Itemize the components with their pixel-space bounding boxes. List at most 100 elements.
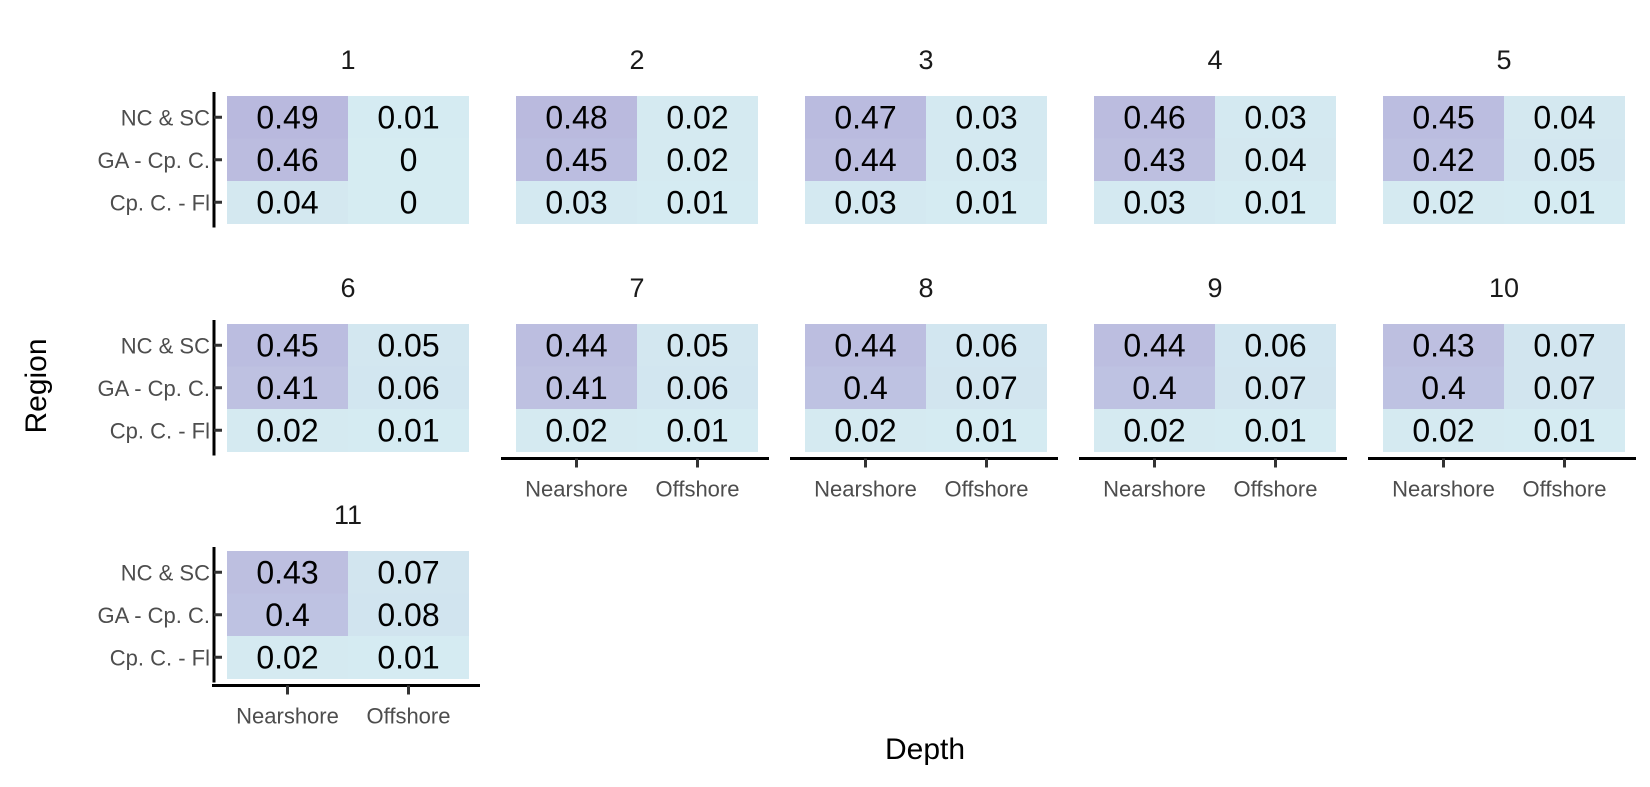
facet-label: 6 xyxy=(340,273,355,303)
cell-value-label: 0 xyxy=(400,184,418,220)
heatmap-tile xyxy=(1383,409,1504,452)
heatmap-tile xyxy=(1504,366,1625,410)
y-tick-label: NC & SC xyxy=(121,560,210,585)
x-tick-label: Offshore xyxy=(656,477,740,502)
cell-value-label: 0.02 xyxy=(1123,412,1185,448)
x-tick-label: Nearshore xyxy=(525,477,628,502)
cell-value-label: 0.44 xyxy=(1123,327,1185,363)
facet-panel: 6 0.45 0.05 0.41 0.06 0.02 0.01 NC & SC GA - Cp.… xyxy=(98,273,469,456)
heatmap-tile xyxy=(1383,324,1504,367)
heatmap-tile xyxy=(1215,366,1336,410)
cell-value-label: 0.01 xyxy=(955,184,1017,220)
cell-value-label: 0.4 xyxy=(843,370,887,406)
x-tick-label: Nearshore xyxy=(1103,477,1206,502)
heatmap-tile xyxy=(1094,181,1215,224)
facet-panel: 2 0.48 0.02 0.45 0.02 0.03 0.01 xyxy=(516,45,758,224)
y-tick-label: Cp. C. - Fl xyxy=(110,645,210,670)
heatmap-tile xyxy=(348,96,469,139)
heatmap-tile xyxy=(1504,96,1625,139)
cell-value-label: 0.01 xyxy=(1533,184,1595,220)
cell-value-label: 0.42 xyxy=(1412,142,1474,178)
facet-panel: 7 0.44 0.05 0.41 0.06 0.02 0.01 Nearshore Offsho… xyxy=(501,273,769,502)
heatmap-tile xyxy=(1383,366,1504,410)
heatmap-tile xyxy=(805,324,926,367)
heatmap-tile xyxy=(926,324,1047,367)
cell-value-label: 0.07 xyxy=(1533,370,1595,406)
heatmap-tile xyxy=(1504,138,1625,182)
heatmap-tile xyxy=(926,366,1047,410)
facet-panel: 3 0.47 0.03 0.44 0.03 0.03 0.01 xyxy=(805,45,1047,224)
cell-value-label: 0.01 xyxy=(666,184,728,220)
facet-panel: 11 0.43 0.07 0.4 0.08 0.02 0.01 NC & SC GA - Cp.… xyxy=(98,500,480,729)
heatmap-tile xyxy=(1504,409,1625,452)
cell-value-label: 0.04 xyxy=(1244,142,1306,178)
heatmap-tile xyxy=(1504,181,1625,224)
cell-value-label: 0.03 xyxy=(545,184,607,220)
x-tick-label: Offshore xyxy=(1234,477,1318,502)
heatmap-tile xyxy=(1094,409,1215,452)
cell-value-label: 0.01 xyxy=(666,412,728,448)
cell-value-label: 0.44 xyxy=(834,142,896,178)
heatmap-tile xyxy=(1215,181,1336,224)
cell-value-label: 0.4 xyxy=(1132,370,1176,406)
facet-panel: 8 0.44 0.06 0.4 0.07 0.02 0.01 Nearshore Offshor… xyxy=(790,273,1058,502)
cell-value-label: 0.48 xyxy=(545,99,607,135)
y-tick-label: Cp. C. - Fl xyxy=(110,418,210,443)
facet-label: 1 xyxy=(340,45,355,75)
cell-value-label: 0.46 xyxy=(256,142,318,178)
heatmap-tile xyxy=(637,96,758,139)
y-tick-label: NC & SC xyxy=(121,333,210,358)
facet-panel: 5 0.45 0.04 0.42 0.05 0.02 0.01 xyxy=(1383,45,1625,224)
heatmap-tile xyxy=(348,551,469,594)
heatmap-tile xyxy=(227,324,348,367)
heatmap-tile xyxy=(1383,138,1504,182)
heatmap-tile xyxy=(637,138,758,182)
cell-value-label: 0.01 xyxy=(377,639,439,675)
heatmap-tile xyxy=(348,366,469,410)
cell-value-label: 0.07 xyxy=(1533,327,1595,363)
heatmap-tile xyxy=(926,138,1047,182)
x-tick-label: Nearshore xyxy=(1392,477,1495,502)
cell-value-label: 0.02 xyxy=(666,99,728,135)
cell-value-label: 0.01 xyxy=(1244,184,1306,220)
heatmap-tile xyxy=(348,324,469,367)
cell-value-label: 0.49 xyxy=(256,99,318,135)
cell-value-label: 0.02 xyxy=(256,412,318,448)
heatmap-tile xyxy=(516,366,637,410)
facet-label: 11 xyxy=(334,500,362,530)
cell-value-label: 0.01 xyxy=(1533,412,1595,448)
heatmap-tile xyxy=(516,409,637,452)
heatmap-tile xyxy=(227,366,348,410)
cell-value-label: 0.03 xyxy=(1123,184,1185,220)
heatmap-tile xyxy=(348,409,469,452)
heatmap-tile xyxy=(805,96,926,139)
heatmap-tile xyxy=(1094,96,1215,139)
cell-value-label: 0.43 xyxy=(1412,327,1474,363)
x-axis-title: Depth xyxy=(885,733,965,766)
y-tick-label: GA - Cp. C. xyxy=(98,148,210,173)
cell-value-label: 0.02 xyxy=(666,142,728,178)
cell-value-label: 0.01 xyxy=(1244,412,1306,448)
cell-value-label: 0.03 xyxy=(955,142,1017,178)
cell-value-label: 0.01 xyxy=(955,412,1017,448)
heatmap-tile xyxy=(1094,138,1215,182)
cell-value-label: 0.41 xyxy=(256,370,318,406)
heatmap-tile xyxy=(516,181,637,224)
cell-value-label: 0.01 xyxy=(377,412,439,448)
cell-value-label: 0.08 xyxy=(377,597,439,633)
heatmap-tile xyxy=(1215,138,1336,182)
heatmap-tile xyxy=(805,366,926,410)
cell-value-label: 0.05 xyxy=(1533,142,1595,178)
heatmap-tile xyxy=(227,593,348,637)
facet-label: 2 xyxy=(629,45,644,75)
cell-value-label: 0.02 xyxy=(256,639,318,675)
cell-value-label: 0.03 xyxy=(955,99,1017,135)
y-tick-label: GA - Cp. C. xyxy=(98,603,210,628)
cell-value-label: 0.06 xyxy=(377,370,439,406)
heatmap-tile xyxy=(805,181,926,224)
facet-panel: 10 0.43 0.07 0.4 0.07 0.02 0.01 Nearshore Offsho… xyxy=(1368,273,1636,502)
heatmap-tile xyxy=(1504,324,1625,367)
heatmap-tile xyxy=(926,96,1047,139)
facet-label: 7 xyxy=(629,273,644,303)
facet-label: 4 xyxy=(1207,45,1222,75)
